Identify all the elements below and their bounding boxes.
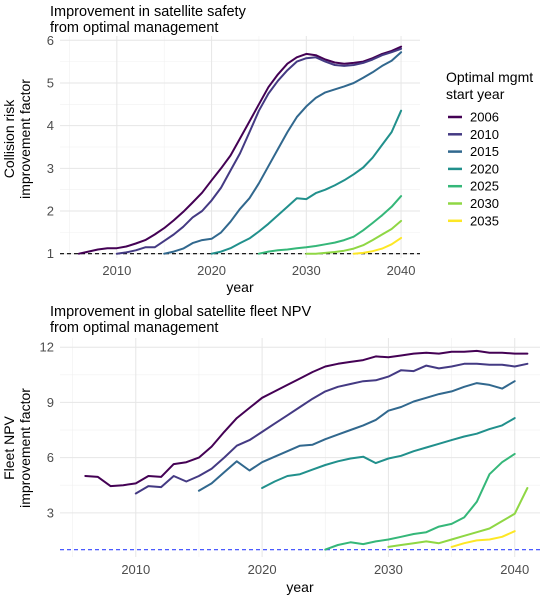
y-tick-label: 1 <box>47 246 54 261</box>
y-tick-label: 4 <box>47 118 54 133</box>
y-tick-label: 5 <box>47 75 54 90</box>
series-line-2010 <box>136 364 528 494</box>
x-axis-label: year <box>226 279 254 295</box>
x-tick-label: 2010 <box>121 562 150 577</box>
legend-label-2035: 2035 <box>470 213 499 228</box>
y-axis-label: Fleet NPVimprovement factor <box>1 388 33 508</box>
legend-label-2010: 2010 <box>470 127 499 142</box>
x-tick-label: 2040 <box>500 562 529 577</box>
legend-title: Optimal mgmt start year <box>446 69 533 102</box>
series-line-2035 <box>452 531 515 547</box>
series-line-2015 <box>164 52 401 254</box>
series-line-2025 <box>259 196 401 254</box>
legend-label-2006: 2006 <box>470 110 499 125</box>
panel-2: 2010 2020 2030 2040 3 6 9 12 year <box>40 338 540 595</box>
series-line-2006 <box>79 47 401 254</box>
legend-label-2030: 2030 <box>470 196 499 211</box>
y-tick-label: 12 <box>40 340 54 355</box>
y-axis-label: Collision riskimprovement factor <box>1 79 33 199</box>
legend-label-2020: 2020 <box>470 161 499 176</box>
y-tick-label: 2 <box>47 204 54 219</box>
chart-title: Improvement in satellite safety from opti… <box>50 4 247 36</box>
x-tick-label: 2030 <box>374 562 403 577</box>
x-tick-label: 2020 <box>197 263 226 278</box>
legend-label-2025: 2025 <box>470 179 499 194</box>
legend: Optimal mgmt start year 2006 2010 2015 2020 20… <box>446 69 533 228</box>
x-tick-label: 2040 <box>387 263 416 278</box>
x-axis-label: year <box>286 579 314 595</box>
series-line-2025 <box>325 454 514 550</box>
x-tick-label: 2030 <box>292 263 321 278</box>
legend-label-2015: 2015 <box>470 144 499 159</box>
y-tick-label: 6 <box>47 450 54 465</box>
x-tick-label: 2010 <box>102 263 131 278</box>
series-line-2030 <box>388 488 527 547</box>
y-tick-label: 9 <box>47 395 54 410</box>
y-tick-label: 3 <box>47 505 54 520</box>
chart-title: Improvement in global satellite fleet NP… <box>50 304 311 336</box>
x-tick-label: 2020 <box>248 562 277 577</box>
y-tick-label: 3 <box>47 161 54 176</box>
series-line-2006 <box>85 351 527 486</box>
